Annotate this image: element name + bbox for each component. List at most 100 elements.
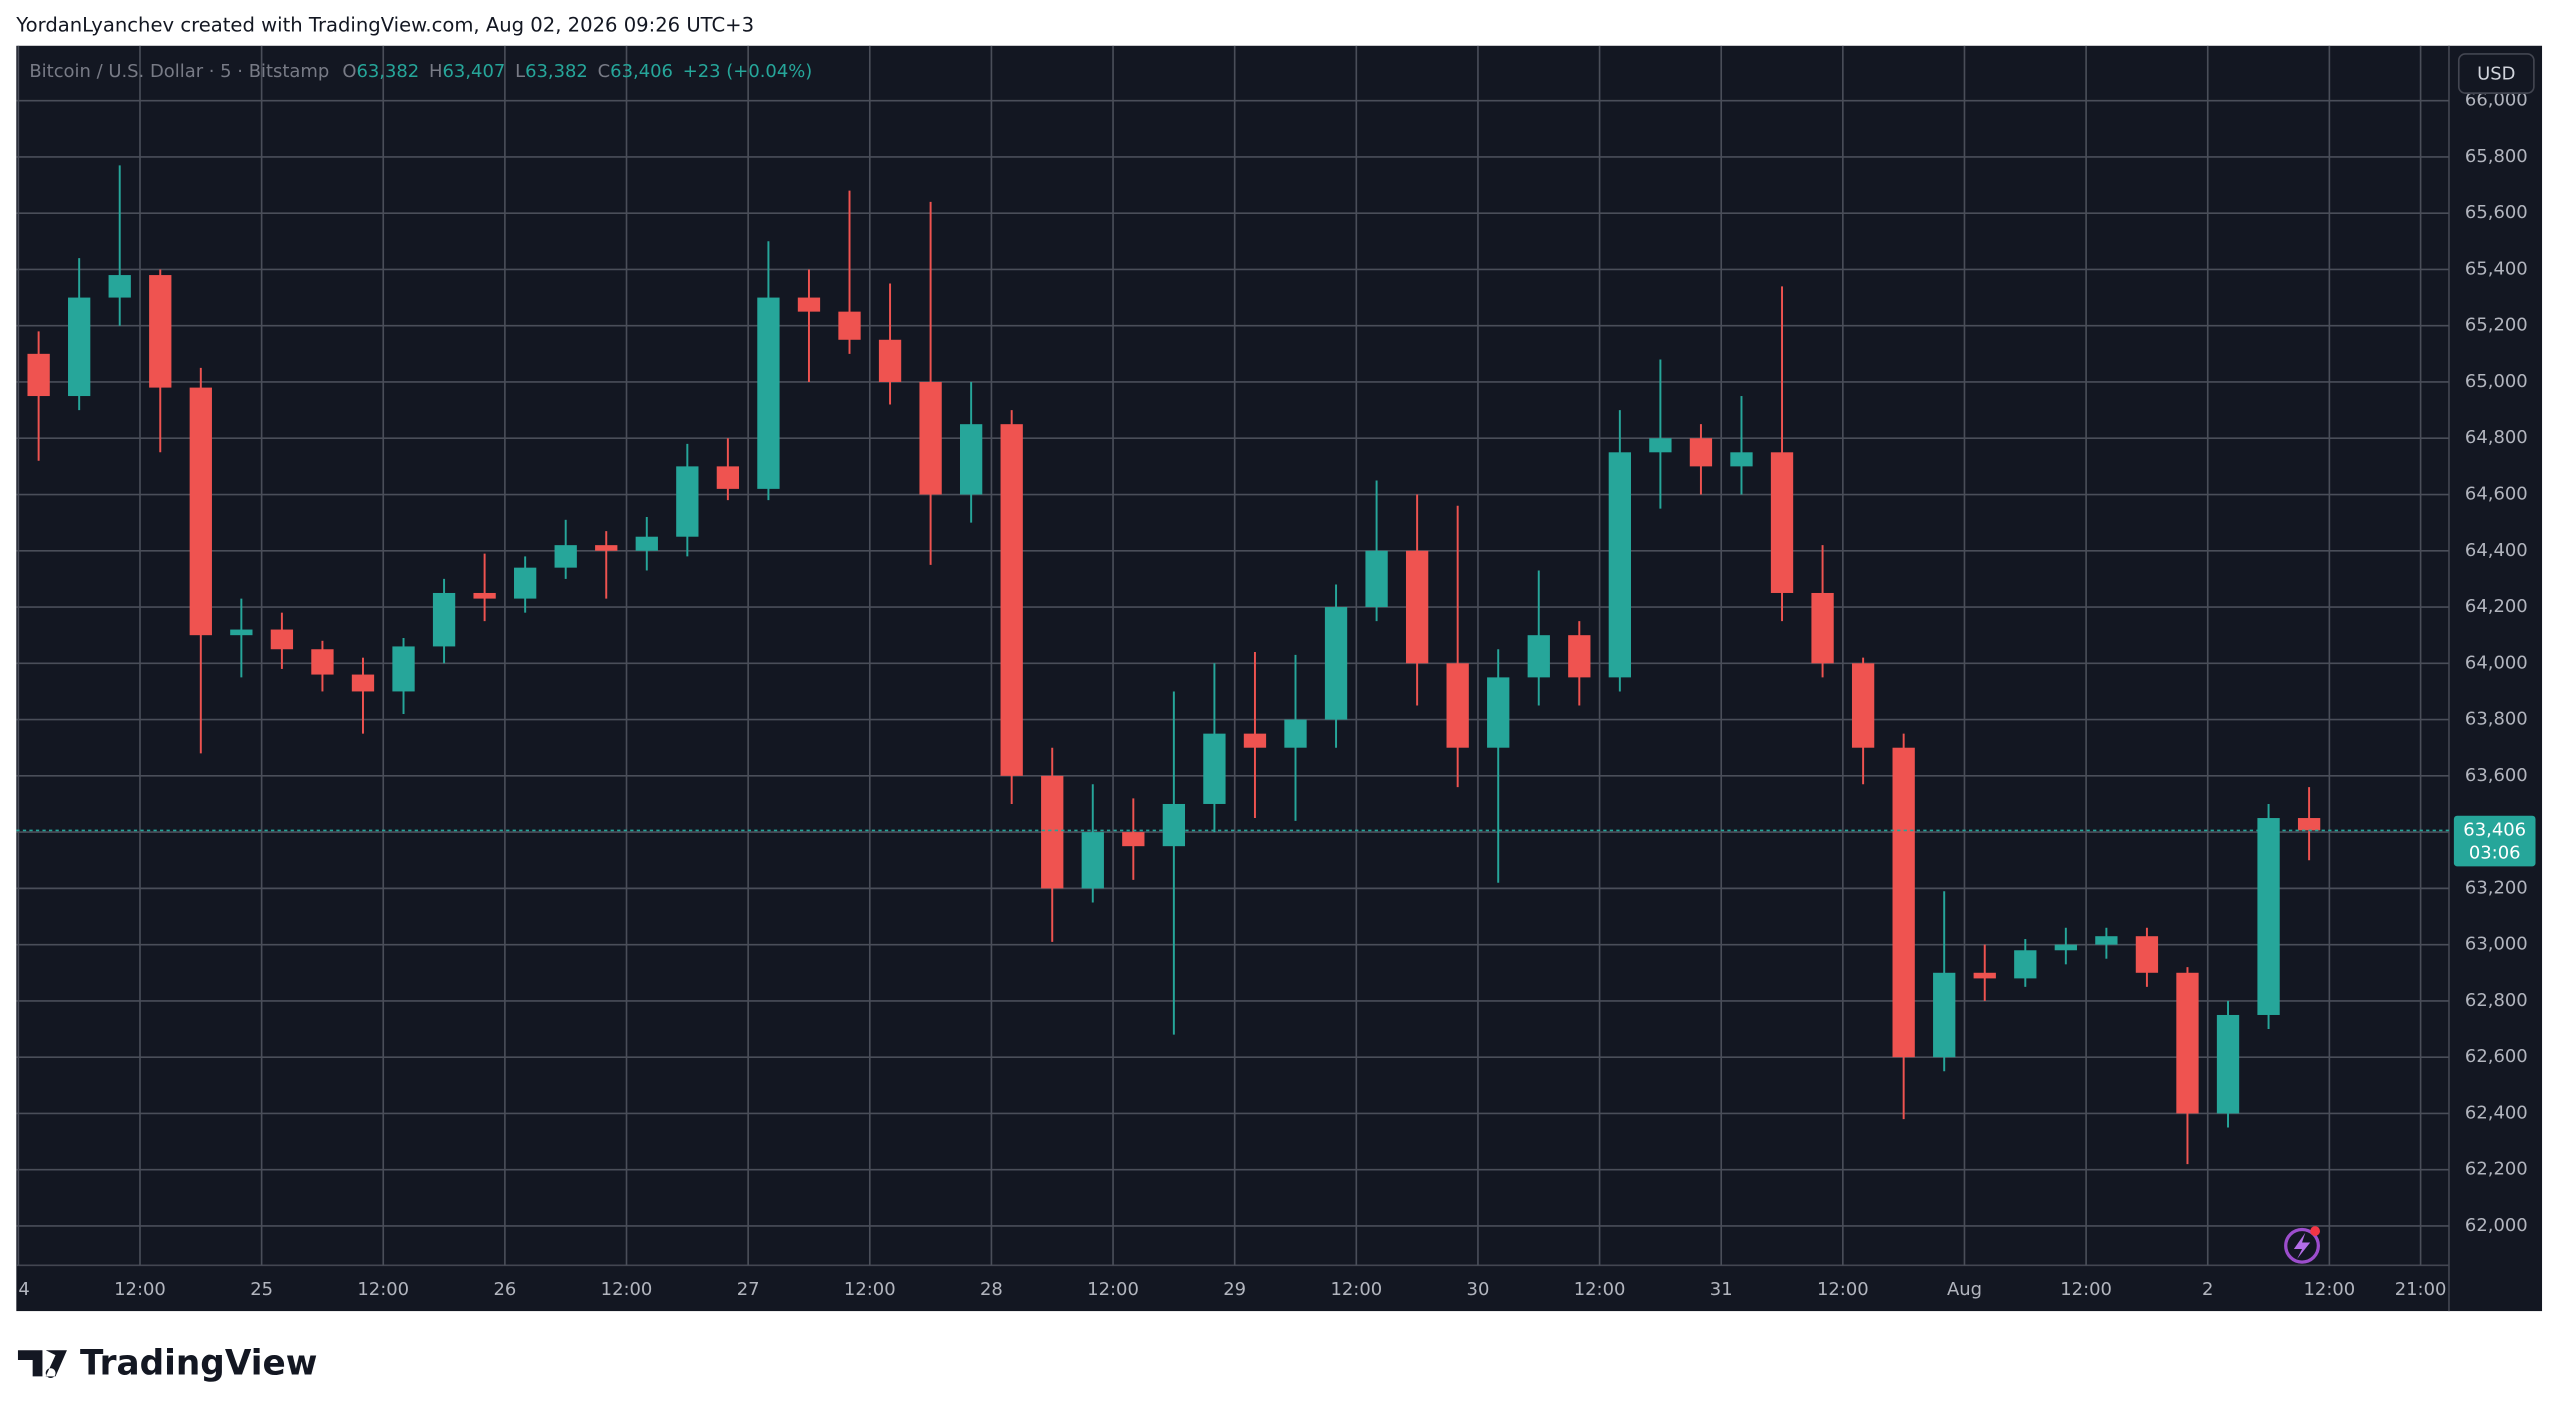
last-price-box [2453,815,2536,867]
candle-body [2297,818,2321,831]
candle-body [392,646,415,692]
candle-body [270,629,294,650]
y-tick-label: 62,200 [2465,1159,2528,1180]
assistant-ring[interactable] [2284,1227,2320,1264]
candle-body [108,275,131,298]
candle-body [635,536,658,551]
candle-body [2176,972,2199,1114]
brand: TradingView [17,1343,317,1383]
candle-body [797,297,821,312]
candle-body [1000,424,1023,776]
x-tick-label: 12:00 [601,1279,653,1300]
candle-body [757,297,780,489]
candle-body [1284,719,1307,748]
candle-body [1122,832,1145,847]
candle-body [878,339,902,382]
candle-body [1649,438,1672,453]
y-tick-label: 62,400 [2465,1102,2528,1123]
assistant-bolt[interactable] [2293,1232,2311,1259]
candles [16,165,2449,1165]
y-tick-label: 63,000 [2465,934,2528,955]
candle-body [838,311,861,340]
x-tick-label: 24 [7,1279,30,1300]
currency-button-box[interactable] [2457,53,2535,94]
x-tick-label: 30 [1467,1279,1490,1300]
candle-body [1041,775,1064,889]
brand-name: TradingView [80,1343,317,1383]
x-tick-label: 12:00 [844,1279,896,1300]
y-tick-label: 64,000 [2465,652,2528,673]
candle-body [473,592,496,599]
candle-body [2054,944,2077,951]
price-axis: 62,000 62,200 62,400 62,600 62,800 63,000 63,2… [2465,90,2528,1236]
candle-body [1487,677,1510,748]
ohlc-key: C [598,61,611,82]
candle-body [2216,1014,2240,1114]
candle-body [2135,936,2159,973]
symbol-header: Bitcoin / U.S. Dollar · 5 · Bitstamp O63,… [29,61,812,82]
assistant-dot[interactable] [2310,1226,2320,1236]
ohlc-value: 63,382 [356,61,419,82]
y-tick-label: 65,200 [2465,315,2528,336]
candle-body [1608,452,1631,678]
candle-body [351,674,375,692]
y-tick-label: 62,600 [2465,1046,2528,1067]
candle-body [1730,452,1753,467]
ohlc-key: O [342,61,356,82]
y-tick-label: 64,400 [2465,540,2528,561]
currency-button[interactable]: USD [2457,53,2535,94]
y-tick-label: 66,000 [2465,90,2528,111]
y-tick-label: 64,800 [2465,427,2528,448]
change-value: +23 (+0.04%) [683,61,813,82]
candle-body [230,629,253,636]
candle-body [1811,592,1834,664]
last-price-value: 63,406 [2463,819,2526,840]
candle-body [2095,936,2118,945]
candle-body [1365,550,1388,608]
currency-label[interactable]: USD [2477,63,2515,84]
ohlc-value: 63,407 [443,61,506,82]
candle-body [716,466,740,489]
chart-panel [16,45,2543,1312]
y-tick-label: 64,200 [2465,596,2528,617]
x-tick-label: 12:00 [1574,1279,1626,1300]
candle-body [1568,635,1591,678]
candle-body [676,466,699,537]
candle-body [68,297,91,397]
x-tick-label: 12:00 [114,1279,166,1300]
assistant-icon[interactable] [2284,1226,2320,1264]
x-tick-label: 12:00 [1087,1279,1139,1300]
ohlc-value: 63,406 [610,61,673,82]
candle-body [27,353,50,397]
candle-body [1892,747,1915,1058]
ohlc-value: 63,382 [525,61,588,82]
x-tick-label: 31 [1710,1279,1733,1300]
x-tick-label: 2 [2202,1279,2213,1300]
y-tick-label: 63,800 [2465,709,2528,730]
y-tick-label: 63,200 [2465,877,2528,898]
y-tick-label: 62,800 [2465,990,2528,1011]
ohlc-key: H [429,61,443,82]
candle-body [1405,550,1429,664]
candle-body [1973,972,1996,979]
x-tick-label: 12:00 [357,1279,409,1300]
x-tick-label: 27 [737,1279,760,1300]
attribution: YordanLyanchev created with TradingView.… [15,14,754,37]
candle-body [1527,635,1550,678]
candle-body [1933,972,1956,1058]
candle-body [1851,663,1875,748]
y-tick-label: 64,600 [2465,484,2528,505]
x-tick-label: 12:00 [2060,1279,2112,1300]
ohlc-key: L [515,61,525,82]
candle-body [432,592,456,647]
y-tick-label: 65,400 [2465,258,2528,279]
x-tick-label: Aug [1947,1279,1982,1300]
candle-body [1446,663,1469,748]
y-tick-label: 65,600 [2465,202,2528,223]
candle-body [1689,438,1713,467]
y-tick-label: 62,000 [2465,1215,2528,1236]
y-tick-label: 65,800 [2465,146,2528,167]
